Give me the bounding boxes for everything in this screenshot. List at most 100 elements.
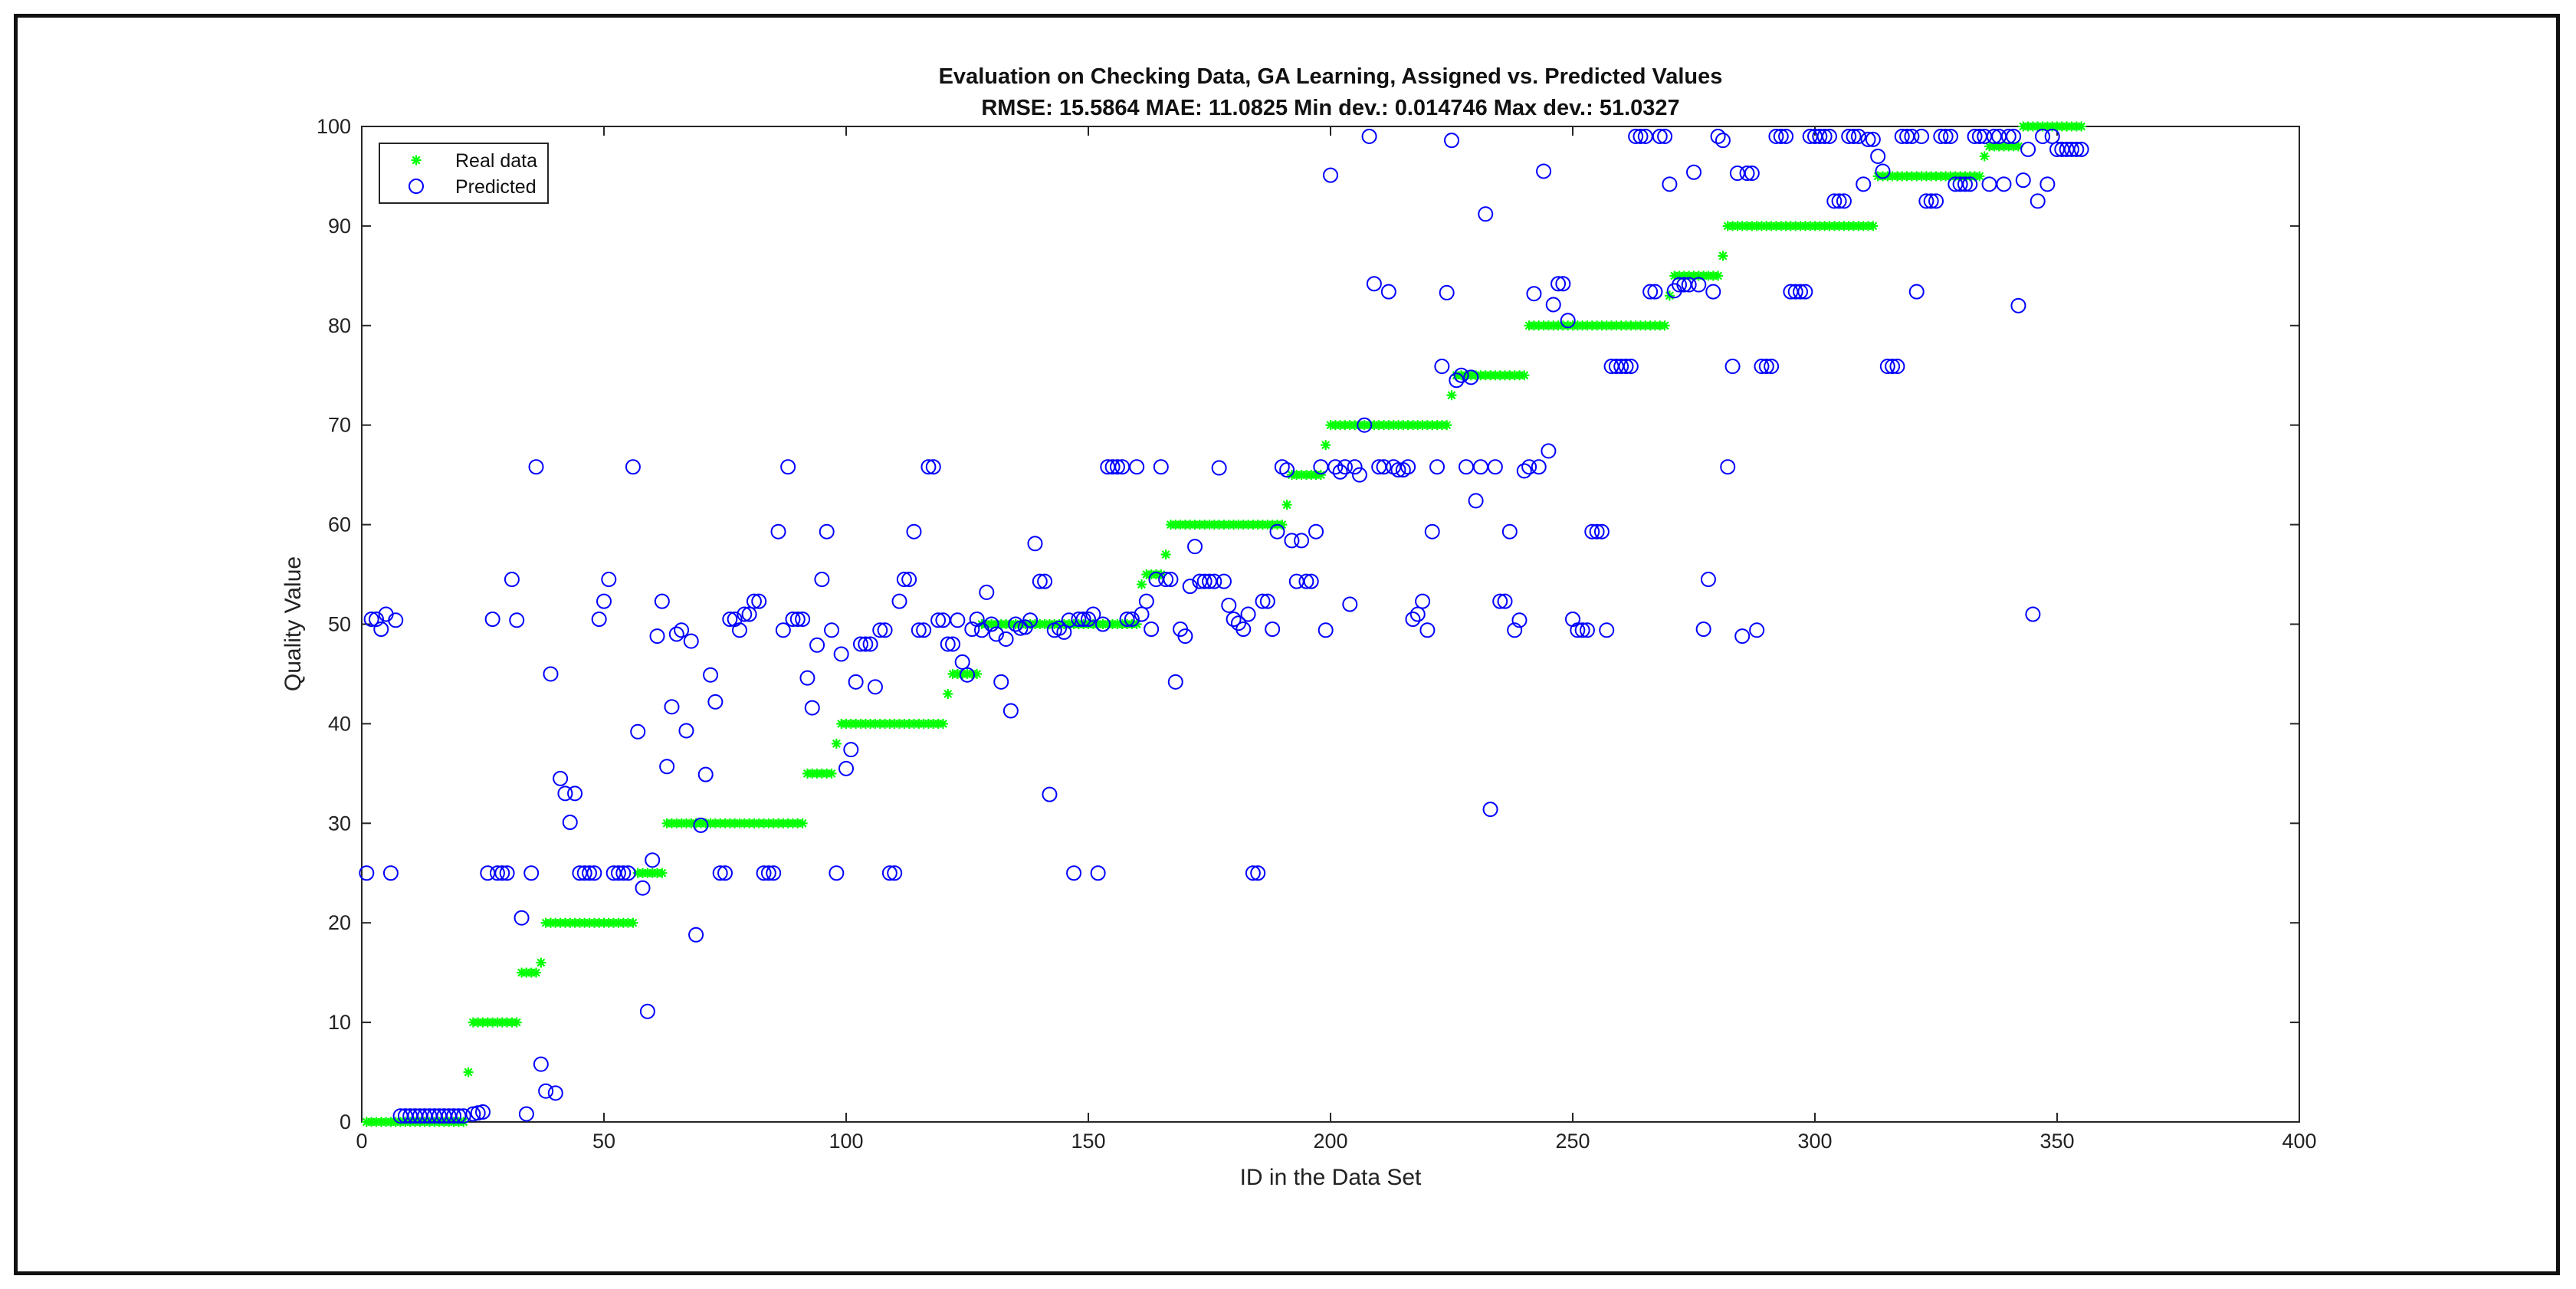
predicted-point <box>1793 284 1809 300</box>
predicted-point <box>717 865 733 881</box>
predicted-point <box>1724 359 1741 375</box>
predicted-point <box>1008 616 1024 632</box>
y-tick-label: 60 <box>328 513 351 536</box>
predicted-point <box>1400 459 1416 475</box>
predicted-point <box>1124 612 1140 628</box>
predicted-point <box>1138 593 1154 609</box>
predicted-point <box>509 612 525 628</box>
predicted-point <box>940 636 956 652</box>
predicted-point <box>601 572 617 588</box>
predicted-point <box>553 770 569 786</box>
predicted-point <box>446 1108 462 1124</box>
predicted-point <box>1812 128 1828 144</box>
predicted-point <box>862 636 878 652</box>
predicted-point <box>1284 533 1300 549</box>
predicted-point <box>872 622 888 638</box>
predicted-point <box>1022 612 1039 628</box>
predicted-point <box>1003 703 1019 719</box>
predicted-point <box>741 606 757 622</box>
predicted-point <box>683 633 699 649</box>
x-tick-label: 200 <box>1313 1130 1347 1153</box>
predicted-point <box>576 865 592 881</box>
predicted-point <box>1705 284 1721 300</box>
predicted-point <box>591 612 607 628</box>
predicted-point <box>1574 622 1590 638</box>
legend-label-real-data: Real data <box>455 150 537 172</box>
predicted-point <box>1589 523 1605 540</box>
predicted-point <box>1094 616 1111 632</box>
predicted-point <box>2063 141 2079 157</box>
predicted-point <box>1797 284 1813 300</box>
predicted-point <box>2020 141 2036 157</box>
predicted-point <box>960 667 975 683</box>
real-data-point <box>1160 549 1171 560</box>
predicted-point <box>1129 459 1145 475</box>
predicted-point <box>1710 128 1726 144</box>
predicted-point <box>1255 593 1271 609</box>
predicted-point <box>538 1083 554 1099</box>
real-data-point <box>1281 500 1292 510</box>
predicted-point <box>1144 621 1160 637</box>
predicted-point <box>697 766 714 782</box>
legend-label-predicted: Predicted <box>455 176 537 198</box>
real-data-point <box>463 1067 474 1077</box>
predicted-point <box>1928 193 1944 209</box>
predicted-point <box>1439 284 1455 300</box>
predicted-point <box>1449 372 1465 389</box>
predicted-point <box>891 593 907 609</box>
predicted-point <box>1405 612 1421 628</box>
real-data-point <box>1713 271 1724 281</box>
plot-area <box>361 126 2300 1123</box>
predicted-point <box>1061 612 1077 628</box>
predicted-point <box>1850 128 1866 144</box>
predicted-point <box>760 865 776 881</box>
predicted-point <box>756 865 772 881</box>
predicted-point <box>2030 193 2046 209</box>
predicted-point <box>1613 359 1629 375</box>
legend: Real data Predicted <box>379 143 549 204</box>
predicted-point <box>1216 573 1232 589</box>
real-data-point <box>1137 579 1147 590</box>
predicted-point <box>1938 128 1954 144</box>
predicted-point <box>2000 128 2016 144</box>
predicted-point <box>1318 622 1334 638</box>
predicted-point <box>649 628 665 644</box>
real-data-point <box>1979 151 1990 162</box>
predicted-point <box>1337 459 1353 475</box>
predicted-point <box>1584 523 1600 540</box>
predicted-point <box>1686 164 1701 180</box>
y-tick-label: 0 <box>340 1110 351 1133</box>
predicted-point <box>1497 593 1513 609</box>
predicted-point <box>620 865 636 881</box>
predicted-point <box>901 572 917 588</box>
predicted-point <box>1332 464 1348 480</box>
predicted-point <box>916 622 932 638</box>
predicted-point <box>688 927 704 943</box>
predicted-point <box>489 865 505 881</box>
predicted-point <box>1269 523 1285 540</box>
predicted-point <box>887 865 903 881</box>
predicted-point <box>1347 459 1363 475</box>
predicted-point <box>557 786 573 802</box>
predicted-point <box>368 612 384 628</box>
predicted-point <box>1042 786 1058 802</box>
chart-subtitle: RMSE: 15.5864 MAE: 11.0825 Min dev.: 0.0… <box>981 96 1679 120</box>
predicted-point <box>737 606 753 622</box>
predicted-point <box>693 817 709 833</box>
predicted-point <box>1715 133 1731 149</box>
predicted-point <box>523 865 540 881</box>
predicted-point <box>1856 176 1872 192</box>
predicted-point <box>829 865 845 881</box>
predicted-point <box>1134 606 1150 622</box>
x-tick-label: 350 <box>2039 1130 2074 1153</box>
y-tick-label: 40 <box>328 712 351 735</box>
real-data-point <box>511 1017 522 1028</box>
predicted-point <box>1952 176 1968 192</box>
predicted-point <box>1672 277 1688 293</box>
predicted-point <box>964 621 980 637</box>
x-tick-label: 300 <box>1797 1130 1832 1153</box>
predicted-point <box>1623 359 1639 375</box>
predicted-point <box>582 865 598 881</box>
predicted-point <box>848 674 864 690</box>
predicted-point <box>567 786 583 802</box>
